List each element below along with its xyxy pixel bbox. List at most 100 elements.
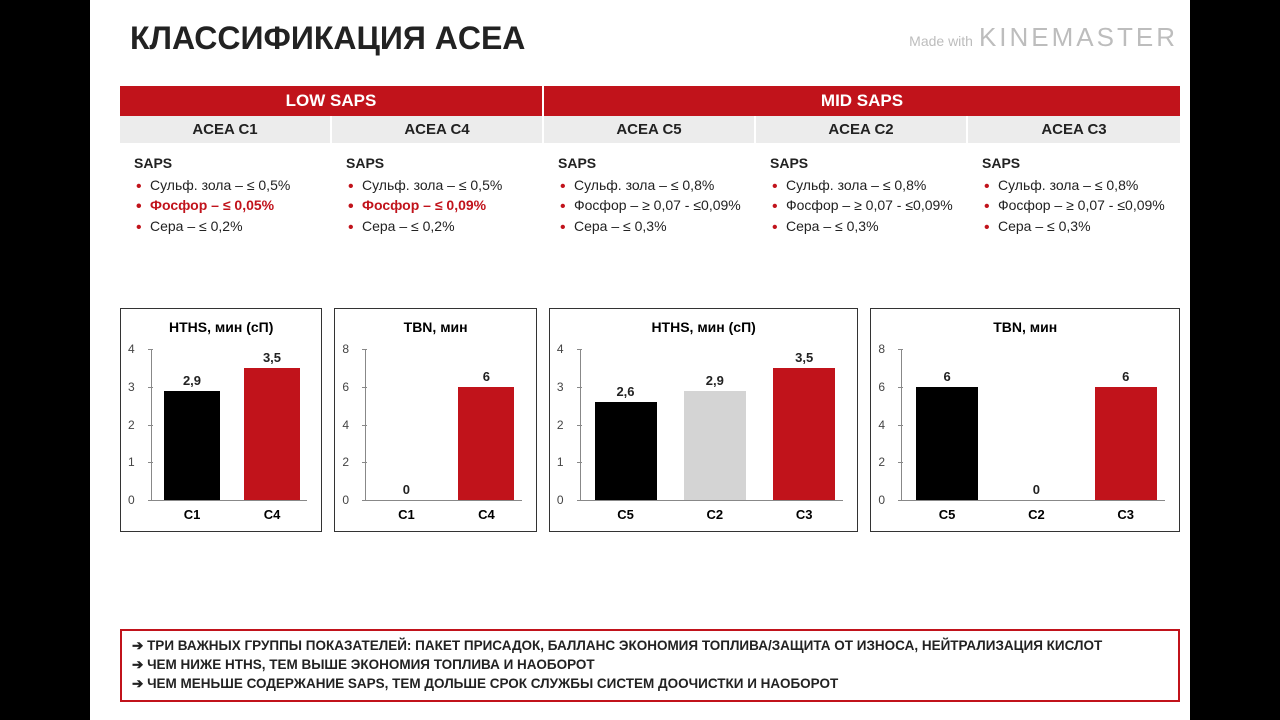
specs-cell: SAPS Сульф. зола – ≤ 0,8%Фосфор – ≥ 0,07 … [756, 151, 968, 240]
saps-header-row: LOW SAPSMID SAPS [120, 86, 1180, 116]
y-tick: 3 [557, 380, 564, 394]
specs-item: Фосфор – ≤ 0,09% [346, 195, 534, 215]
chart: HTHS, мин (сП) 012342,9C13,5C4 [120, 308, 322, 532]
x-category: C5 [902, 507, 991, 522]
specs-item: Фосфор – ≤ 0,05% [134, 195, 322, 215]
bar-value-label: 3,5 [244, 350, 300, 365]
chart: HTHS, мин (сП)012342,6C52,9C23,5C3 [549, 308, 859, 532]
specs-item: Сера – ≤ 0,3% [770, 216, 958, 236]
classification-table: LOW SAPSMID SAPS ACEA C1ACEA C4ACEA C5AC… [120, 86, 1180, 240]
y-tick: 0 [342, 493, 349, 507]
saps-group-header: LOW SAPS [120, 86, 544, 116]
bar-value-label: 6 [1095, 369, 1157, 384]
bar: 6 [1095, 387, 1157, 500]
chart-title: TBN, мин [335, 319, 535, 335]
specs-header: SAPS [982, 155, 1170, 171]
x-category: C2 [670, 507, 759, 522]
specs-header: SAPS [558, 155, 746, 171]
watermark-brand: KINEMASTER [979, 22, 1178, 53]
x-category: C3 [760, 507, 849, 522]
y-tick: 6 [342, 380, 349, 394]
chart: TBN, мин 024680C16C4 [334, 308, 536, 532]
chart: TBN, мин 024686C50C26C3 [870, 308, 1180, 532]
watermark: Made with KINEMASTER [909, 22, 1178, 53]
bar: 3,5 [773, 368, 835, 500]
footer-notes: ТРИ ВАЖНЫХ ГРУППЫ ПОКАЗАТЕЛЕЙ: ПАКЕТ ПРИ… [120, 629, 1180, 702]
specs-cell: SAPS Сульф. зола – ≤ 0,5%Фосфор – ≤ 0,09%… [332, 151, 544, 240]
specs-item: Сульф. зола – ≤ 0,8% [982, 175, 1170, 195]
acea-col-header: ACEA C3 [968, 116, 1180, 143]
specs-cell: SAPS Сульф. зола – ≤ 0,8%Фосфор – ≥ 0,07 … [968, 151, 1180, 240]
specs-item: Фосфор – ≥ 0,07 - ≤0,09% [982, 195, 1170, 215]
x-category: C5 [581, 507, 670, 522]
watermark-made: Made with [909, 33, 973, 49]
specs-item: Сульф. зола – ≤ 0,5% [346, 175, 534, 195]
specs-item: Сера – ≤ 0,3% [558, 216, 746, 236]
chart-title: HTHS, мин (сП) [121, 319, 321, 335]
chart-plot: 012342,6C52,9C23,5C3 [580, 349, 844, 501]
specs-item: Фосфор – ≥ 0,07 - ≤0,09% [558, 195, 746, 215]
specs-item: Сульф. зола – ≤ 0,8% [558, 175, 746, 195]
bar-value-label: 3,5 [773, 350, 835, 365]
y-tick: 2 [557, 418, 564, 432]
bar-value-label: 6 [916, 369, 978, 384]
bar-value-label: 2,9 [164, 373, 220, 388]
x-category: C2 [992, 507, 1081, 522]
chart-title: HTHS, мин (сП) [550, 319, 858, 335]
y-tick: 8 [878, 342, 885, 356]
bar: 6 [458, 387, 514, 500]
y-tick: 2 [878, 455, 885, 469]
bar-value-label: 2,6 [595, 384, 657, 399]
specs-item: Сера – ≤ 0,3% [982, 216, 1170, 236]
specs-header: SAPS [134, 155, 322, 171]
footer-line: ТРИ ВАЖНЫХ ГРУППЫ ПОКАЗАТЕЛЕЙ: ПАКЕТ ПРИ… [132, 637, 1168, 656]
acea-col-header: ACEA C1 [120, 116, 332, 143]
x-category: C1 [366, 507, 446, 522]
bar-value-label: 0 [1005, 482, 1067, 497]
chart-plot: 024680C16C4 [365, 349, 521, 501]
specs-item: Сульф. зола – ≤ 0,5% [134, 175, 322, 195]
y-tick: 6 [878, 380, 885, 394]
specs-header: SAPS [770, 155, 958, 171]
x-category: C1 [152, 507, 232, 522]
y-tick: 0 [128, 493, 135, 507]
y-tick: 2 [342, 455, 349, 469]
bar-value-label: 0 [378, 482, 434, 497]
y-tick: 4 [878, 418, 885, 432]
charts-row: HTHS, мин (сП)012342,9C13,5C4TBN, мин024… [120, 308, 1180, 532]
y-tick: 2 [128, 418, 135, 432]
acea-col-header: ACEA C4 [332, 116, 544, 143]
bar: 3,5 [244, 368, 300, 500]
chart-plot: 012342,9C13,5C4 [151, 349, 307, 501]
saps-group-header: MID SAPS [544, 86, 1180, 116]
acea-col-header: ACEA C2 [756, 116, 968, 143]
specs-item: Сульф. зола – ≤ 0,8% [770, 175, 958, 195]
y-tick: 4 [557, 342, 564, 356]
y-tick: 1 [128, 455, 135, 469]
specs-cell: SAPS Сульф. зола – ≤ 0,8%Фосфор – ≥ 0,07 … [544, 151, 756, 240]
bar: 2,9 [164, 391, 220, 500]
bar-value-label: 2,9 [684, 373, 746, 388]
x-category: C3 [1081, 507, 1170, 522]
footer-line: ЧЕМ НИЖЕ HTHS, ТЕМ ВЫШЕ ЭКОНОМИЯ ТОПЛИВА… [132, 656, 1168, 675]
bar: 2,6 [595, 402, 657, 500]
x-category: C4 [232, 507, 312, 522]
bar-value-label: 6 [458, 369, 514, 384]
y-tick: 4 [128, 342, 135, 356]
specs-row: SAPSСульф. зола – ≤ 0,5%Фосфор – ≤ 0,05%… [120, 143, 1180, 240]
specs-item: Фосфор – ≥ 0,07 - ≤0,09% [770, 195, 958, 215]
specs-item: Сера – ≤ 0,2% [134, 216, 322, 236]
y-tick: 4 [342, 418, 349, 432]
chart-plot: 024686C50C26C3 [901, 349, 1165, 501]
slide-stage: Made with KINEMASTER КЛАССИФИКАЦИЯ ACEA … [90, 0, 1190, 720]
x-category: C4 [446, 507, 526, 522]
page-title: КЛАССИФИКАЦИЯ ACEA [130, 20, 525, 57]
y-tick: 0 [557, 493, 564, 507]
bar: 2,9 [684, 391, 746, 500]
bar: 6 [916, 387, 978, 500]
chart-title: TBN, мин [871, 319, 1179, 335]
specs-header: SAPS [346, 155, 534, 171]
y-tick: 1 [557, 455, 564, 469]
footer-line: ЧЕМ МЕНЬШЕ СОДЕРЖАНИЕ SAPS, ТЕМ ДОЛЬШЕ С… [132, 675, 1168, 694]
specs-item: Сера – ≤ 0,2% [346, 216, 534, 236]
